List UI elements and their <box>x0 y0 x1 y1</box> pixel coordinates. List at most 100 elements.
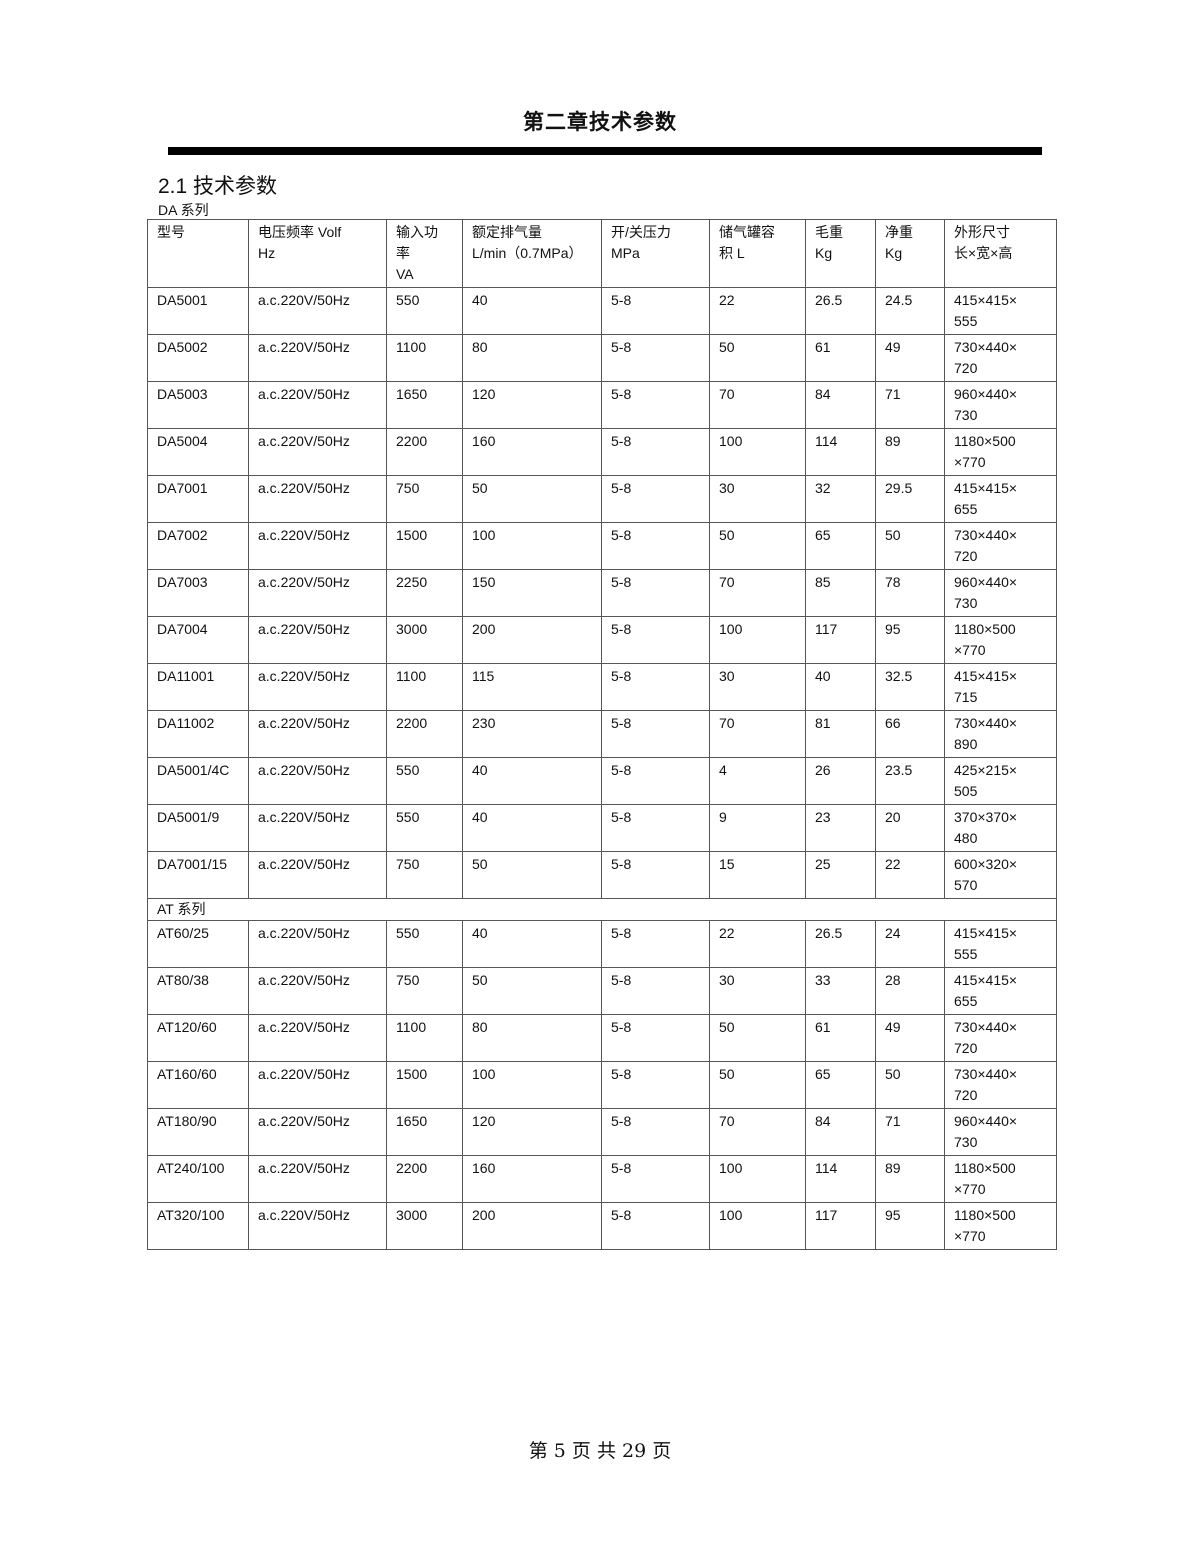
table-cell: DA5001 <box>147 287 249 335</box>
table-cell: 85 <box>805 569 876 617</box>
table-cell: 型号 <box>147 219 249 288</box>
table-cell: 730×440× 890 <box>944 710 1057 758</box>
table-cell: DA7001 <box>147 475 249 523</box>
table-cell: 5-8 <box>601 757 710 805</box>
table-cell: 5-8 <box>601 569 710 617</box>
table-cell: 117 <box>805 616 876 664</box>
table-cell: 30 <box>709 663 806 711</box>
table-cell: 750 <box>386 475 463 523</box>
table-cell: 5-8 <box>601 475 710 523</box>
table-cell: DA11002 <box>147 710 249 758</box>
table-cell: 71 <box>875 1108 945 1156</box>
at-series-row: AT 系列 <box>147 898 1057 921</box>
section-heading: 2.1 技术参数 <box>158 175 278 198</box>
table-cell: 80 <box>462 334 602 382</box>
table-cell: 49 <box>875 334 945 382</box>
table-cell: 2250 <box>386 569 463 617</box>
table-cell: a.c.220V/50Hz <box>248 757 387 805</box>
table-cell: 净重 Kg <box>875 219 945 288</box>
table-cell: 1100 <box>386 334 463 382</box>
table-cell: 550 <box>386 287 463 335</box>
table-cell: 40 <box>462 804 602 852</box>
table-cell: 1500 <box>386 1061 463 1109</box>
table-cell: 1650 <box>386 381 463 429</box>
table-cell: 50 <box>462 475 602 523</box>
table-cell: 89 <box>875 428 945 476</box>
table-cell: 425×215× 505 <box>944 757 1057 805</box>
table-cell: 730×440× 720 <box>944 334 1057 382</box>
table-cell: 3000 <box>386 1202 463 1250</box>
table-cell: a.c.220V/50Hz <box>248 522 387 570</box>
table-cell: 23 <box>805 804 876 852</box>
table-cell: 50 <box>462 967 602 1015</box>
table-cell: AT60/25 <box>147 920 249 968</box>
table-cell: a.c.220V/50Hz <box>248 1014 387 1062</box>
table-cell: a.c.220V/50Hz <box>248 920 387 968</box>
table-cell: 50 <box>462 851 602 899</box>
table-row: DA11001 a.c.220V/50Hz 1100 115 5-8 30 40 32.5 41… <box>147 663 1057 711</box>
table-cell: 22 <box>875 851 945 899</box>
table-cell: a.c.220V/50Hz <box>248 569 387 617</box>
table-cell: DA7001/15 <box>147 851 249 899</box>
table-cell: 100 <box>462 522 602 570</box>
table-header-row: 型号 电压频率 Volf Hz 输入功 率 VA 额定排气量 L/min（0.7MPa… <box>147 219 1057 288</box>
table-cell: 415×415× 555 <box>944 287 1057 335</box>
table-row: DA7001 a.c.220V/50Hz 750 50 5-8 30 32 29.5 415×4… <box>147 475 1057 523</box>
table-cell: 9 <box>709 804 806 852</box>
table-cell: 117 <box>805 1202 876 1250</box>
table-row: AT240/100 a.c.220V/50Hz 2200 160 5-8 100 114 89… <box>147 1155 1057 1203</box>
table-cell: 730×440× 720 <box>944 522 1057 570</box>
table-cell: DA5004 <box>147 428 249 476</box>
da-series-label: DA 系列 <box>158 202 209 218</box>
table-cell: a.c.220V/50Hz <box>248 967 387 1015</box>
table-cell: 95 <box>875 1202 945 1250</box>
table-cell: 160 <box>462 428 602 476</box>
table-cell: 550 <box>386 804 463 852</box>
table-cell: DA5002 <box>147 334 249 382</box>
table-cell: 230 <box>462 710 602 758</box>
table-row: DA7004 a.c.220V/50Hz 3000 200 5-8 100 117 95 118… <box>147 616 1057 664</box>
table-cell: 5-8 <box>601 967 710 1015</box>
table-cell: 95 <box>875 616 945 664</box>
table-cell: 50 <box>709 334 806 382</box>
table-cell: 100 <box>462 1061 602 1109</box>
table-cell: 78 <box>875 569 945 617</box>
table-cell: 5-8 <box>601 663 710 711</box>
table-row: AT160/60 a.c.220V/50Hz 1500 100 5-8 50 65 50 730… <box>147 1061 1057 1109</box>
table-cell: 84 <box>805 1108 876 1156</box>
table-row: AT180/90 a.c.220V/50Hz 1650 120 5-8 70 84 71 960… <box>147 1108 1057 1156</box>
table-cell: 23.5 <box>875 757 945 805</box>
table-cell: 730×440× 720 <box>944 1061 1057 1109</box>
table-cell: 50 <box>709 1014 806 1062</box>
table-cell: a.c.220V/50Hz <box>248 804 387 852</box>
table-cell: 40 <box>462 920 602 968</box>
table-row: AT120/60 a.c.220V/50Hz 1100 80 5-8 50 61 49 730×… <box>147 1014 1057 1062</box>
table-cell: 5-8 <box>601 920 710 968</box>
title-rule <box>168 147 1042 155</box>
table-row: AT60/25 a.c.220V/50Hz 550 40 5-8 22 26.5 24 415×… <box>147 920 1057 968</box>
table-cell: 730×440× 720 <box>944 1014 1057 1062</box>
table-row: DA5003 a.c.220V/50Hz 1650 120 5-8 70 84 71 960×4… <box>147 381 1057 429</box>
table-cell: 5-8 <box>601 1155 710 1203</box>
table-row: DA11002 a.c.220V/50Hz 2200 230 5-8 70 81 66 730×… <box>147 710 1057 758</box>
table-cell: 370×370× 480 <box>944 804 1057 852</box>
table-cell: 114 <box>805 1155 876 1203</box>
table-cell: 25 <box>805 851 876 899</box>
table-cell: 115 <box>462 663 602 711</box>
table-cell: 49 <box>875 1014 945 1062</box>
table-cell: 80 <box>462 1014 602 1062</box>
table-cell: DA5001/4C <box>147 757 249 805</box>
table-cell: 1100 <box>386 1014 463 1062</box>
table-cell: 70 <box>709 710 806 758</box>
table-cell: 160 <box>462 1155 602 1203</box>
table-cell: 50 <box>875 1061 945 1109</box>
table-cell: a.c.220V/50Hz <box>248 428 387 476</box>
table-cell: 40 <box>462 757 602 805</box>
table-cell: a.c.220V/50Hz <box>248 1061 387 1109</box>
table-cell: 5-8 <box>601 1108 710 1156</box>
table-cell: 5-8 <box>601 1014 710 1062</box>
table-cell: 200 <box>462 616 602 664</box>
table-cell: 100 <box>709 428 806 476</box>
table-cell: 1500 <box>386 522 463 570</box>
table-cell: 外形尺寸 长×宽×高 <box>944 219 1057 288</box>
